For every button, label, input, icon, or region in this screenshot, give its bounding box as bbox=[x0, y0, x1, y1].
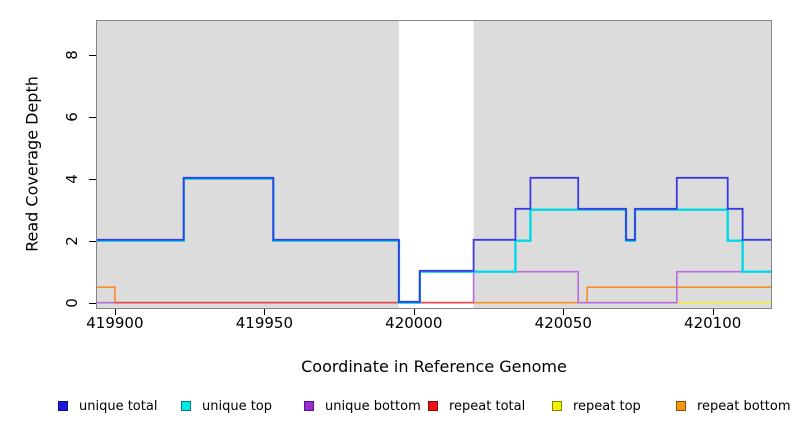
x-axis-title: Coordinate in Reference Genome bbox=[301, 357, 567, 376]
legend-item-unique-bottom: unique bottom bbox=[304, 398, 421, 414]
legend-item-repeat-total: repeat total bbox=[428, 398, 525, 414]
y-tick-mark bbox=[89, 54, 96, 56]
x-tick-mark bbox=[413, 309, 415, 315]
y-tick-label: 6 bbox=[63, 111, 81, 122]
plot-area bbox=[96, 20, 772, 309]
x-tick-label: 419950 bbox=[235, 314, 294, 332]
legend-label: repeat total bbox=[449, 398, 526, 414]
x-tick-mark bbox=[264, 309, 266, 315]
legend-item-unique-top: unique top bbox=[181, 398, 272, 414]
legend-label: repeat bottom bbox=[697, 398, 791, 414]
x-tick-mark bbox=[712, 309, 714, 315]
y-tick-mark bbox=[89, 116, 96, 118]
legend-item-repeat-bottom: repeat bottom bbox=[676, 398, 791, 414]
legend-label: unique total bbox=[79, 398, 158, 414]
x-tick-label: 420100 bbox=[684, 314, 742, 332]
y-tick-label: 4 bbox=[63, 173, 81, 184]
legend-label: unique top bbox=[202, 398, 273, 414]
repeat-region-band bbox=[398, 21, 474, 308]
series-line-unique-bottom bbox=[97, 270, 771, 304]
y-tick-label: 0 bbox=[63, 297, 81, 308]
x-tick-mark bbox=[114, 309, 116, 315]
legend-swatch-icon bbox=[428, 401, 438, 411]
x-tick-label: 420000 bbox=[385, 314, 443, 332]
legend-label: repeat top bbox=[573, 398, 641, 414]
y-tick-label: 8 bbox=[63, 49, 81, 60]
y-tick-label: 2 bbox=[63, 235, 81, 246]
legend-item-repeat-top: repeat top bbox=[552, 398, 641, 414]
x-tick-mark bbox=[563, 309, 565, 315]
legend-swatch-icon bbox=[676, 401, 686, 411]
y-tick-mark bbox=[89, 302, 96, 304]
coverage-plot-svg bbox=[97, 21, 771, 308]
series-line-unique-total bbox=[97, 176, 771, 303]
y-axis-title: Read Coverage Depth bbox=[22, 76, 42, 252]
legend-swatch-icon bbox=[181, 401, 191, 411]
x-tick-label: 419900 bbox=[86, 314, 144, 332]
legend-item-unique-total: unique total bbox=[58, 398, 157, 414]
x-tick-label: 420050 bbox=[534, 314, 592, 332]
legend-swatch-icon bbox=[304, 401, 314, 411]
legend-swatch-icon bbox=[552, 401, 562, 411]
legend-label: unique bottom bbox=[325, 398, 421, 414]
y-tick-mark bbox=[89, 240, 96, 242]
legend-swatch-icon bbox=[58, 401, 68, 411]
y-tick-mark bbox=[89, 178, 96, 180]
